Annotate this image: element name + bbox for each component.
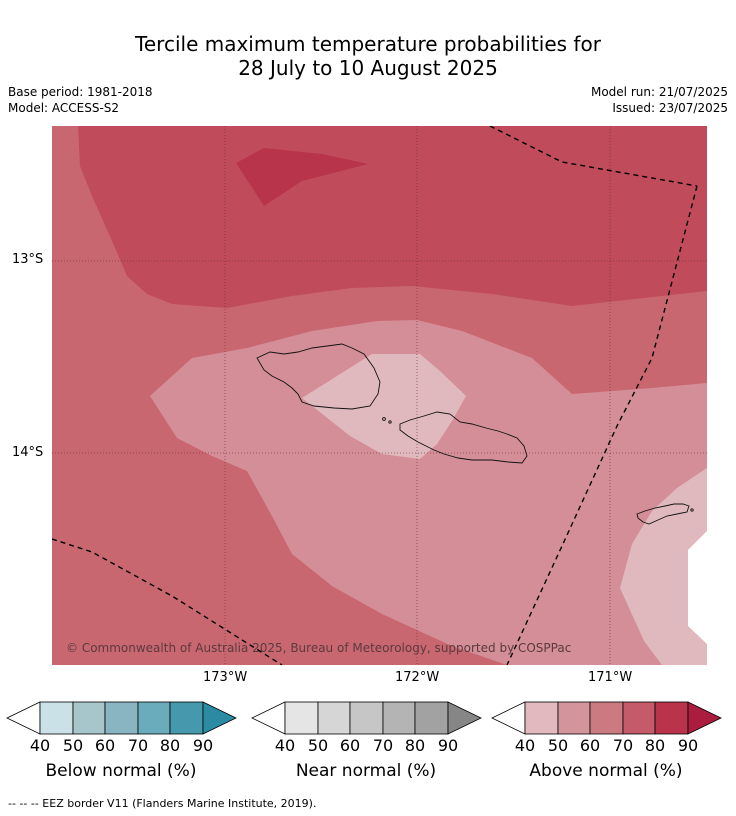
- colorbar-near-title: Near normal (%): [295, 761, 437, 781]
- colorbar-above-swatch-60-70: [589, 701, 624, 735]
- colorbar-near-swatch-gt90: [447, 701, 482, 735]
- map-region-above-80: [236, 148, 368, 206]
- colorbar-below-normal: [6, 701, 237, 735]
- upolu-island: [399, 411, 528, 464]
- colorbar-above-swatch-50-60: [557, 701, 591, 735]
- map-title-line-2: 28 July to 10 August 2025: [238, 56, 498, 80]
- base-period-text: Base period: 1981-2018: [8, 85, 153, 99]
- colorbar-near-tick-70: 70: [372, 736, 394, 755]
- apolima-islet: [388, 420, 392, 424]
- colorbar-above-tick-40: 40: [514, 736, 536, 755]
- colorbar-near-swatch-40-50: [284, 701, 319, 735]
- colorbar-below-swatch-gt90: [202, 701, 237, 735]
- colorbar-above-tick-50: 50: [547, 736, 569, 755]
- colorbar-near-tick-90: 90: [437, 736, 459, 755]
- colorbar-above-tick-60: 60: [579, 736, 601, 755]
- colorbar-above-swatch-80-90: [654, 701, 689, 735]
- lon-label-173w: 173°W: [203, 670, 248, 685]
- probability-map: [52, 126, 707, 665]
- colorbar-near-tick-40: 40: [274, 736, 296, 755]
- aunuu-islet: [690, 508, 694, 512]
- map-region-above-50: [150, 320, 707, 665]
- eez-border-legend-text: -- -- -- EEZ border V11 (Flanders Marine…: [8, 797, 317, 810]
- colorbar-near-tick-60: 60: [339, 736, 361, 755]
- lat-label-13s: 13°S: [12, 252, 44, 267]
- colorbar-below-swatch-lt40: [6, 701, 41, 735]
- tutuila-island: [636, 503, 690, 525]
- copyright-text: © Commonwealth of Australia 2025, Bureau…: [66, 641, 572, 655]
- colorbar-above-swatch-40-50: [524, 701, 559, 735]
- issued-text: Issued: 23/07/2025: [612, 101, 728, 115]
- map-region-above-40: [302, 354, 466, 459]
- colorbar-below-tick-50: 50: [62, 736, 84, 755]
- map-title-line-1: Tercile maximum temperature probabilitie…: [135, 32, 601, 56]
- colorbar-below-swatch-50-60: [72, 701, 106, 735]
- colorbar-below-swatch-60-70: [104, 701, 139, 735]
- colorbar-above-tick-70: 70: [612, 736, 634, 755]
- colorbar-below-tick-40: 40: [29, 736, 51, 755]
- colorbar-near-swatch-80-90: [414, 701, 449, 735]
- eez-border-north: [489, 126, 698, 187]
- colorbar-near-swatch-lt40: [251, 701, 286, 735]
- colorbar-below-tick-80: 80: [159, 736, 181, 755]
- colorbar-below-swatch-70-80: [137, 701, 171, 735]
- colorbar-near-tick-50: 50: [307, 736, 329, 755]
- model-text: Model: ACCESS-S2: [8, 101, 120, 115]
- colorbar-below-swatch-80-90: [169, 701, 204, 735]
- colorbar-below-title: Below normal (%): [45, 761, 197, 781]
- colorbar-below-tick-70: 70: [127, 736, 149, 755]
- colorbar-near-normal: [251, 701, 482, 735]
- savaii-island: [256, 343, 381, 410]
- colorbar-near-swatch-60-70: [349, 701, 384, 735]
- eez-border-east: [506, 185, 698, 665]
- map-region-above-70: [78, 126, 707, 308]
- colorbar-below-tick-60: 60: [94, 736, 116, 755]
- colorbar-below-swatch-40-50: [39, 701, 74, 735]
- lon-label-172w: 172°W: [395, 670, 440, 685]
- map-region-above-40-east: [620, 468, 707, 665]
- map-region-white: [688, 531, 707, 644]
- colorbar-near-swatch-50-60: [317, 701, 351, 735]
- colorbar-below-tick-90: 90: [192, 736, 214, 755]
- model-run-text: Model run: 21/07/2025: [590, 85, 728, 99]
- colorbar-above-swatch-70-80: [622, 701, 656, 735]
- lon-label-171w: 171°W: [588, 670, 633, 685]
- colorbar-near-swatch-70-80: [382, 701, 416, 735]
- colorbar-above-tick-80: 80: [644, 736, 666, 755]
- colorbar-above-title: Above normal (%): [529, 761, 683, 781]
- colorbar-above-swatch-lt40: [491, 701, 526, 735]
- eez-border-southwest: [52, 538, 283, 665]
- lat-label-14s: 14°S: [12, 445, 44, 460]
- colorbar-above-normal: [491, 701, 722, 735]
- manono-islet: [382, 417, 386, 421]
- colorbar-near-tick-80: 80: [404, 736, 426, 755]
- colorbar-above-swatch-gt90: [687, 701, 722, 735]
- colorbar-above-tick-90: 90: [677, 736, 699, 755]
